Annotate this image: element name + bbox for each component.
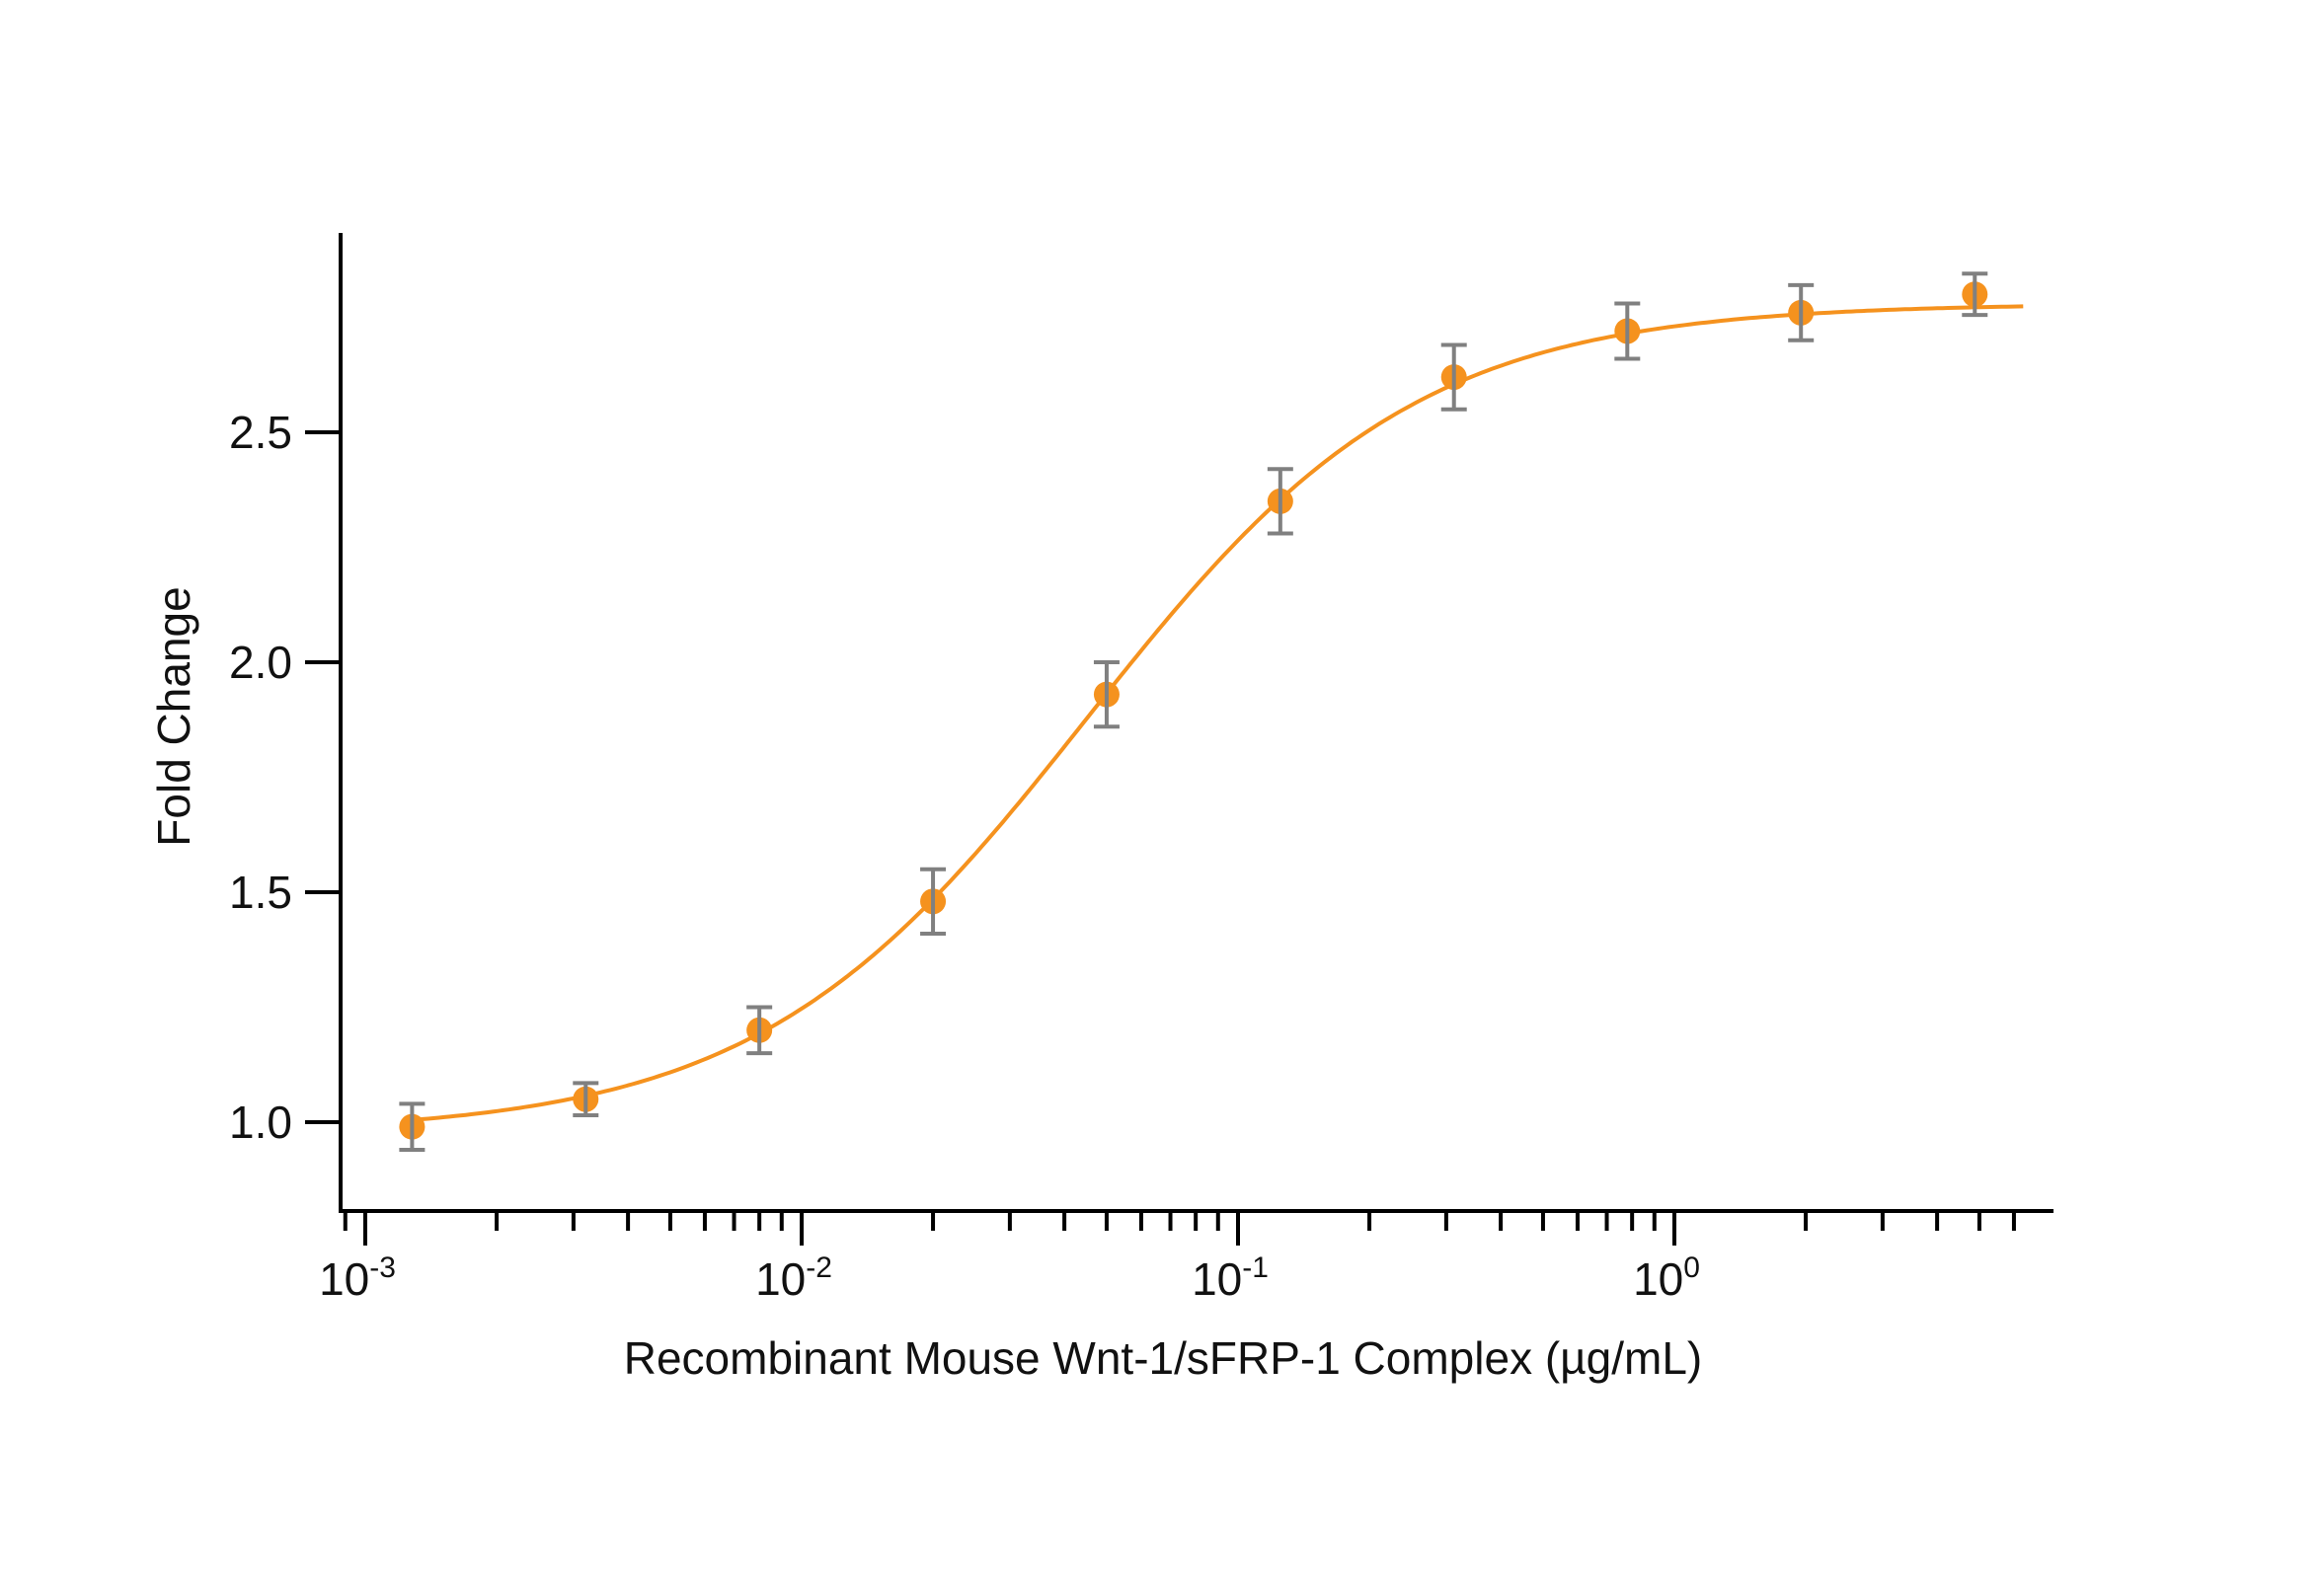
y-tick-label: 1.0 bbox=[229, 1097, 292, 1148]
data-point bbox=[1267, 467, 1293, 536]
x-tick-label: 10-3 bbox=[319, 1251, 396, 1305]
error-bar bbox=[1093, 660, 1120, 729]
data-point bbox=[1614, 301, 1641, 361]
data-point bbox=[1962, 271, 1988, 318]
data-point bbox=[1093, 660, 1120, 729]
axes: 1.0 1.5 2.0 2.5 10-3 10-2 10-1 100 bbox=[229, 233, 2053, 1305]
error-bar bbox=[1440, 342, 1467, 412]
error-bar bbox=[1962, 271, 1988, 318]
x-tick-label: 10-1 bbox=[1192, 1251, 1269, 1305]
data-point bbox=[1788, 282, 1815, 342]
data-point bbox=[573, 1081, 599, 1118]
fit-curve bbox=[412, 304, 2024, 1122]
y-tick-label: 2.5 bbox=[229, 407, 292, 458]
error-bar bbox=[1614, 301, 1641, 361]
y-tick-label: 2.0 bbox=[229, 637, 292, 688]
data-point bbox=[920, 867, 947, 936]
x-axis-title: Recombinant Mouse Wnt-1/sFRP-1 Complex (… bbox=[624, 1332, 1703, 1384]
y-ticks: 1.0 1.5 2.0 2.5 bbox=[229, 407, 341, 1148]
x-ticks: 10-3 10-2 10-1 100 bbox=[319, 1211, 2016, 1305]
error-bar bbox=[573, 1081, 599, 1118]
x-tick-label: 10-2 bbox=[755, 1251, 832, 1305]
y-axis-title: Fold Change bbox=[148, 586, 199, 846]
data-point bbox=[1440, 342, 1467, 412]
data-point bbox=[399, 1101, 426, 1152]
data-point bbox=[746, 1005, 773, 1056]
error-bar bbox=[920, 867, 947, 936]
data-points bbox=[399, 271, 1988, 1152]
y-tick-label: 1.5 bbox=[229, 867, 292, 918]
error-bar bbox=[1267, 467, 1293, 536]
x-tick-label: 100 bbox=[1633, 1251, 1700, 1305]
error-bar bbox=[746, 1005, 773, 1056]
error-bar bbox=[1788, 282, 1815, 342]
error-bar bbox=[399, 1101, 426, 1152]
